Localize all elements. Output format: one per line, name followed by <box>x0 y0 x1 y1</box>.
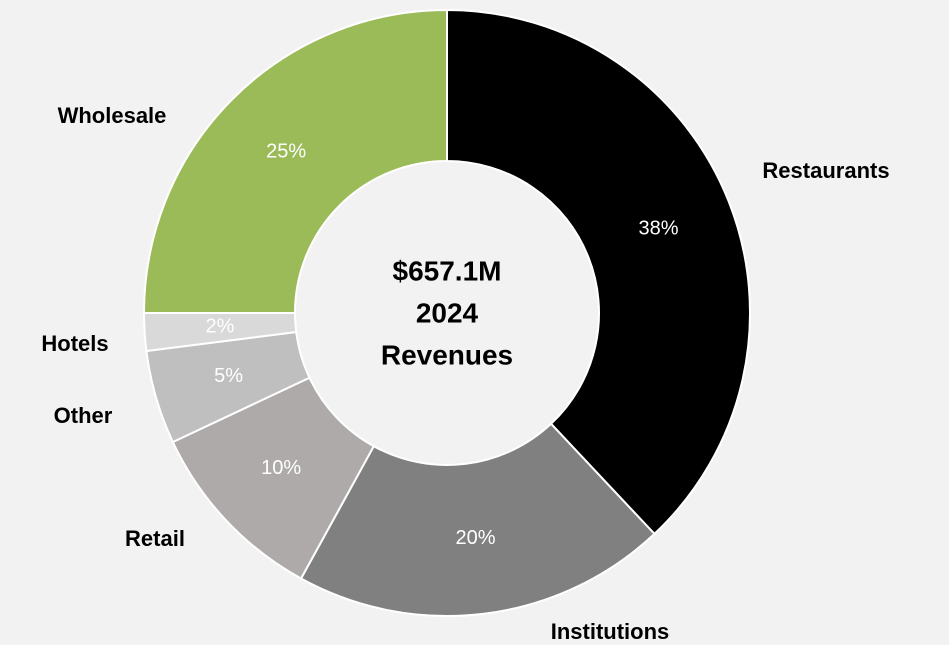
category-label: Other <box>54 403 113 428</box>
center-text: Revenues <box>381 339 513 370</box>
center-text: 2024 <box>416 297 479 328</box>
value-label: 25% <box>266 140 306 162</box>
donut-slice <box>142 8 448 314</box>
category-label: Restaurants <box>762 158 889 183</box>
category-label: Wholesale <box>58 103 167 128</box>
category-label: Retail <box>125 526 185 551</box>
value-label: 38% <box>639 218 679 240</box>
value-label: 2% <box>205 316 234 338</box>
category-label: Hotels <box>41 331 108 356</box>
category-label: Institutions <box>551 619 670 644</box>
donut-slice <box>446 8 751 536</box>
value-label: 5% <box>214 365 243 387</box>
center-text: $657.1M <box>393 255 502 286</box>
value-label: 10% <box>261 457 301 479</box>
donut-slice <box>299 422 656 617</box>
value-label: 20% <box>455 527 495 549</box>
